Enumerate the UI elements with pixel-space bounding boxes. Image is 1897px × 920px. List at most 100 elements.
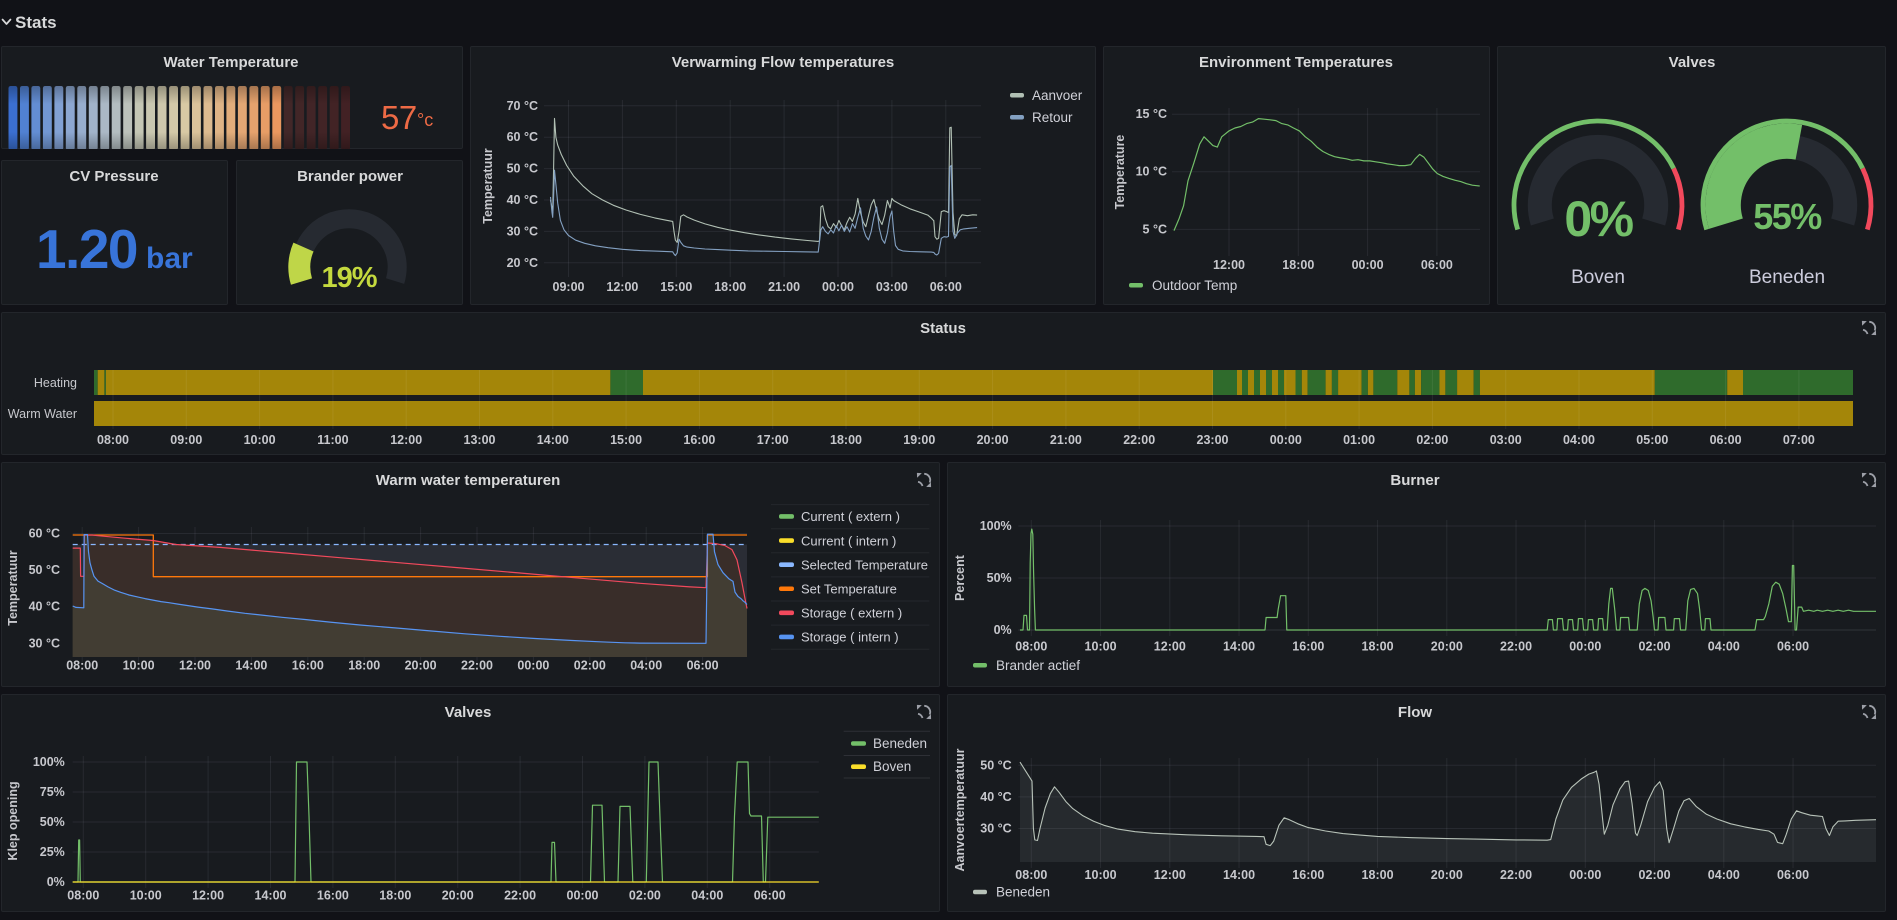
svg-text:11:00: 11:00 <box>317 433 348 447</box>
svg-text:19:00: 19:00 <box>903 433 935 447</box>
svg-text:30 °C: 30 °C <box>980 822 1011 836</box>
svg-text:Valves: Valves <box>1669 54 1716 71</box>
svg-text:06:00: 06:00 <box>687 659 719 673</box>
svg-text:15:00: 15:00 <box>660 280 692 294</box>
svg-text:01:00: 01:00 <box>1343 433 1375 447</box>
svg-text:Beneden: Beneden <box>996 885 1050 900</box>
svg-text:Valves: Valves <box>445 704 492 721</box>
svg-text:10:00: 10:00 <box>130 889 162 903</box>
svg-text:00:00: 00:00 <box>1569 639 1601 653</box>
svg-text:Flow: Flow <box>1398 704 1432 721</box>
svg-text:08:00: 08:00 <box>66 659 98 673</box>
svg-text:Klep opening: Klep opening <box>6 781 20 860</box>
svg-text:Storage ( extern ): Storage ( extern ) <box>801 606 902 621</box>
svg-text:°c: °c <box>417 110 433 130</box>
svg-text:12:00: 12:00 <box>1154 639 1186 653</box>
svg-text:10:00: 10:00 <box>1085 639 1117 653</box>
svg-text:Set Temperature: Set Temperature <box>801 581 897 596</box>
svg-text:Retour: Retour <box>1032 110 1073 125</box>
svg-text:10 °C: 10 °C <box>1136 165 1167 179</box>
svg-text:40 °C: 40 °C <box>507 193 538 207</box>
svg-text:06:00: 06:00 <box>930 280 962 294</box>
svg-text:bar: bar <box>146 242 193 275</box>
svg-text:75%: 75% <box>40 785 65 799</box>
svg-text:Boven: Boven <box>1571 267 1625 288</box>
svg-text:08:00: 08:00 <box>67 889 99 903</box>
svg-text:12:00: 12:00 <box>1154 868 1186 882</box>
svg-text:02:00: 02:00 <box>1639 868 1671 882</box>
svg-text:16:00: 16:00 <box>292 659 324 673</box>
svg-text:Storage ( intern ): Storage ( intern ) <box>801 630 899 645</box>
svg-text:50 °C: 50 °C <box>507 162 538 176</box>
svg-text:40 °C: 40 °C <box>980 790 1011 804</box>
svg-text:14:00: 14:00 <box>1223 639 1255 653</box>
svg-text:19%: 19% <box>321 262 377 294</box>
svg-text:09:00: 09:00 <box>170 433 202 447</box>
svg-text:15 °C: 15 °C <box>1136 107 1167 121</box>
svg-text:10:00: 10:00 <box>244 433 276 447</box>
svg-text:18:00: 18:00 <box>830 433 862 447</box>
svg-text:18:00: 18:00 <box>714 280 746 294</box>
svg-text:05:00: 05:00 <box>1636 433 1668 447</box>
svg-text:04:00: 04:00 <box>691 889 723 903</box>
svg-text:Beneden: Beneden <box>1749 267 1825 288</box>
svg-text:20 °C: 20 °C <box>507 256 538 270</box>
svg-text:14:00: 14:00 <box>255 889 287 903</box>
svg-text:22:00: 22:00 <box>1500 639 1532 653</box>
svg-text:Environment Temperatures: Environment Temperatures <box>1199 54 1393 71</box>
svg-text:0%: 0% <box>1564 191 1633 247</box>
svg-text:04:00: 04:00 <box>630 659 662 673</box>
svg-text:Boven: Boven <box>873 759 911 774</box>
svg-text:0%: 0% <box>994 623 1012 637</box>
svg-text:06:00: 06:00 <box>1421 258 1453 272</box>
svg-text:50 °C: 50 °C <box>980 758 1011 772</box>
svg-text:06:00: 06:00 <box>754 889 786 903</box>
svg-text:08:00: 08:00 <box>1015 639 1047 653</box>
svg-text:Temperatuur: Temperatuur <box>6 550 20 626</box>
svg-text:30 °C: 30 °C <box>29 636 60 650</box>
svg-text:08:00: 08:00 <box>1015 868 1047 882</box>
svg-text:18:00: 18:00 <box>1362 868 1394 882</box>
svg-text:23:00: 23:00 <box>1197 433 1229 447</box>
svg-text:00:00: 00:00 <box>1270 433 1302 447</box>
svg-text:22:00: 22:00 <box>1123 433 1155 447</box>
svg-text:14:00: 14:00 <box>235 659 267 673</box>
svg-text:18:00: 18:00 <box>379 889 411 903</box>
svg-text:Water Temperature: Water Temperature <box>163 54 298 71</box>
svg-text:18:00: 18:00 <box>1282 258 1314 272</box>
svg-text:Warm water temperaturen: Warm water temperaturen <box>376 472 561 489</box>
svg-text:1.20: 1.20 <box>36 218 137 280</box>
svg-text:60 °C: 60 °C <box>29 527 60 541</box>
svg-text:04:00: 04:00 <box>1708 868 1740 882</box>
svg-text:Percent: Percent <box>953 554 967 601</box>
svg-text:40 °C: 40 °C <box>29 600 60 614</box>
svg-text:10:00: 10:00 <box>1085 868 1117 882</box>
svg-text:04:00: 04:00 <box>1563 433 1595 447</box>
svg-text:22:00: 22:00 <box>461 659 493 673</box>
svg-text:100%: 100% <box>33 755 65 769</box>
svg-text:Stats: Stats <box>15 13 57 32</box>
svg-text:00:00: 00:00 <box>567 889 599 903</box>
svg-text:14:00: 14:00 <box>1223 868 1255 882</box>
svg-text:16:00: 16:00 <box>1292 639 1324 653</box>
svg-text:57: 57 <box>381 99 417 136</box>
svg-text:04:00: 04:00 <box>1708 639 1740 653</box>
svg-text:Selected Temperature: Selected Temperature <box>801 557 928 572</box>
svg-text:10:00: 10:00 <box>123 659 155 673</box>
svg-text:00:00: 00:00 <box>1569 868 1601 882</box>
svg-text:Status: Status <box>920 320 966 337</box>
svg-text:12:00: 12:00 <box>1213 258 1245 272</box>
svg-text:03:00: 03:00 <box>1490 433 1522 447</box>
svg-text:22:00: 22:00 <box>1500 868 1532 882</box>
svg-text:20:00: 20:00 <box>1431 868 1463 882</box>
svg-text:16:00: 16:00 <box>317 889 349 903</box>
svg-text:Burner: Burner <box>1390 472 1439 489</box>
svg-text:Current ( intern ): Current ( intern ) <box>801 533 896 548</box>
svg-text:Aanvoer: Aanvoer <box>1032 88 1083 103</box>
svg-text:07:00: 07:00 <box>1783 433 1815 447</box>
svg-text:09:00: 09:00 <box>553 280 585 294</box>
svg-text:14:00: 14:00 <box>537 433 569 447</box>
svg-text:21:00: 21:00 <box>768 280 800 294</box>
svg-text:17:00: 17:00 <box>757 433 789 447</box>
svg-text:Temperature: Temperature <box>1113 135 1127 210</box>
